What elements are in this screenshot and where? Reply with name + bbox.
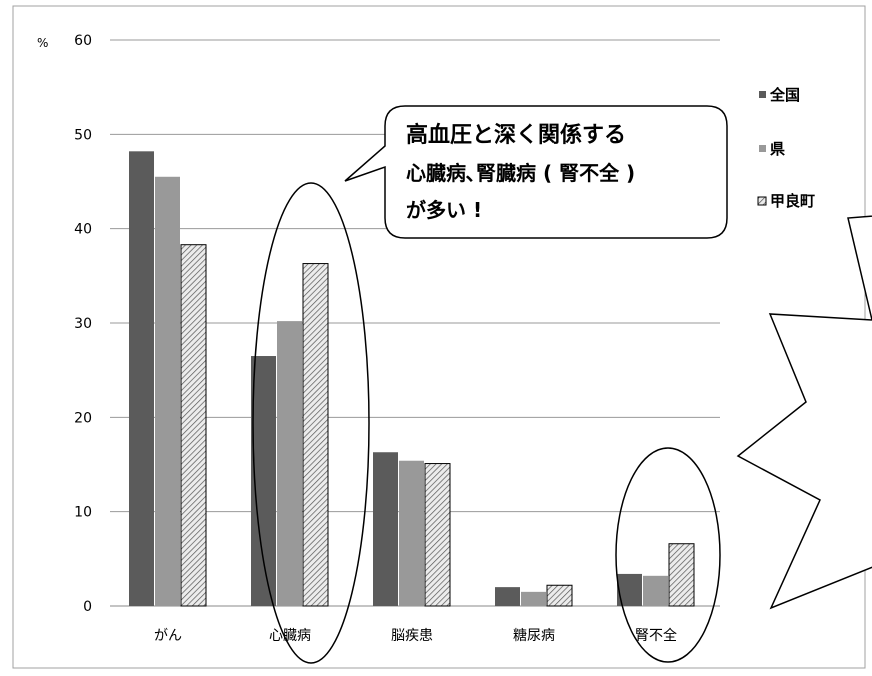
annotation-line-3: が多い ! [406,198,482,222]
x-tick-label: 糖尿病 [513,628,555,644]
y-axis-label: % [37,36,48,50]
bar-national [495,587,520,606]
bar-layer [129,151,695,607]
legend-label-prefecture: 県 [770,140,785,158]
y-tick-label: 10 [74,505,92,521]
x-tick-label: 脳疾患 [391,628,433,644]
y-tick-label: 20 [74,410,92,426]
bar-town [546,584,573,607]
annotation-line-1: 高血圧と深く関係する [406,122,626,148]
bar-town [424,463,451,607]
bar-town [668,543,695,607]
legend-swatch-national [759,91,766,98]
y-tick-label: 50 [74,127,92,143]
y-tick-label: 0 [83,599,92,615]
starburst-shape [736,215,872,610]
highlight-ellipse-heart [252,182,370,664]
highlight-ellipse-kidney [615,447,721,663]
legend-label-national: 全国 [769,86,800,104]
bar-prefecture [643,575,668,606]
bar-prefecture [521,591,546,606]
y-axis-ticks: 0 10 20 30 40 50 60 [74,33,92,615]
bar-prefecture [399,460,424,606]
legend-swatch-town [757,196,767,206]
bar-town [180,244,207,607]
bar-prefecture [277,321,302,606]
legend-swatch-prefecture [759,145,766,152]
bar-national [373,452,398,606]
bar-national [129,151,154,606]
x-axis-ticks: がん 心臓病 脳疾患 糖尿病 腎不全 [154,627,677,644]
y-tick-label: 30 [74,316,92,332]
y-tick-label: 60 [74,33,92,49]
bar-prefecture [155,176,180,607]
legend-label-town: 甲良町 [770,192,815,210]
x-tick-label: 心臓病 [269,628,311,644]
annotation-line-2: 心臓病､腎臓病 ( 腎不全 ) [406,161,635,185]
x-tick-label: がん [154,628,182,644]
bar-town [302,263,329,607]
y-tick-label: 40 [74,222,92,238]
x-tick-label: 腎不全 [635,627,677,644]
legend: 全国 県 甲良町 [757,86,815,210]
speech-bubble [344,105,728,239]
